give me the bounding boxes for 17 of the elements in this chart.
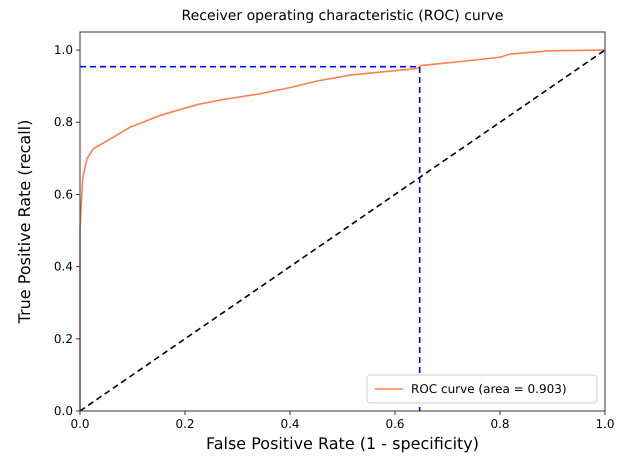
line-series — [79, 49, 606, 412]
x-tick-label: 0.8 — [490, 417, 510, 431]
chart-title: Receiver operating characteristic (ROC) curve — [182, 8, 504, 24]
y-tick-label: 0.2 — [54, 332, 73, 346]
x-tick-label: 1.0 — [595, 417, 615, 431]
x-tick-label: 0.4 — [280, 417, 300, 431]
y-tick-label: 0.8 — [54, 115, 73, 130]
x-tick-label: 0.0 — [70, 417, 90, 431]
y-tick-label: 0.4 — [54, 260, 73, 274]
y-tick-label: 0.6 — [54, 187, 73, 202]
x-tick-label: 0.2 — [175, 417, 195, 431]
y-tick-label: 0.0 — [54, 404, 73, 418]
x-tick-label: 0.6 — [385, 417, 405, 431]
y-tick-label: 1.0 — [54, 43, 73, 58]
y-axis-title: True Positive Rate (recall) — [15, 120, 34, 324]
legend-label: ROC curve (area = 0.903) — [411, 382, 567, 396]
x-axis-title: False Positive Rate (1 - specificity) — [206, 434, 480, 453]
